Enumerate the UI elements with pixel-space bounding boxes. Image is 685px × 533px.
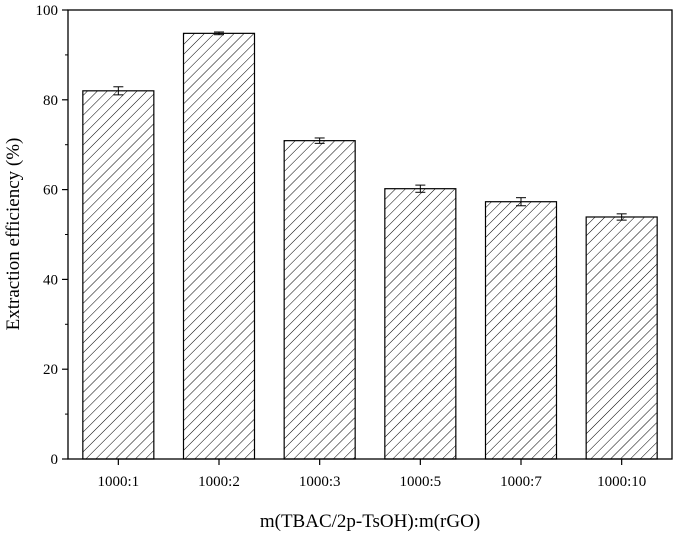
y-tick-label: 0 <box>51 452 59 468</box>
y-ticks-group: 0 20 40 60 80 100 <box>36 3 68 468</box>
x-tick-label: 1000:1 <box>97 474 139 490</box>
y-axis-title: Extraction efficiency (%) <box>3 138 24 331</box>
error-bar <box>516 197 526 207</box>
x-tick-label: 1000:10 <box>597 474 646 490</box>
y-tick-label: 80 <box>43 93 58 109</box>
error-bar <box>113 86 124 96</box>
y-tick-label: 100 <box>36 3 59 19</box>
plot-frame <box>67 9 673 460</box>
bars-group <box>82 32 658 460</box>
y-tick-label: 20 <box>43 362 58 378</box>
bar-1000-10 <box>585 216 658 460</box>
y-tick-label: 40 <box>43 272 58 288</box>
bar-1000-3 <box>283 140 356 460</box>
bar-1000-1 <box>82 90 155 460</box>
x-tick-label: 1000:2 <box>198 474 240 490</box>
x-tick-label: 1000:5 <box>399 474 441 490</box>
x-tick-label: 1000:3 <box>299 474 341 490</box>
error-bar <box>616 213 627 221</box>
error-bars-group <box>113 31 627 221</box>
axes-group <box>67 9 673 460</box>
y-tick-label: 60 <box>43 183 58 199</box>
error-bar <box>415 184 426 193</box>
error-bar <box>214 31 224 36</box>
bar-1000-7 <box>484 201 558 460</box>
x-tick-label: 1000:7 <box>500 474 542 490</box>
x-ticks-group: 1000:1 1000:2 1000:3 1000:5 1000:7 1000:10 <box>97 459 646 490</box>
bar-1000-5 <box>384 188 457 460</box>
error-bar <box>314 137 325 144</box>
bar-1000-2 <box>182 32 256 460</box>
x-axis-title: m(TBAC/2p-TsOH):m(rGO) <box>260 511 480 532</box>
